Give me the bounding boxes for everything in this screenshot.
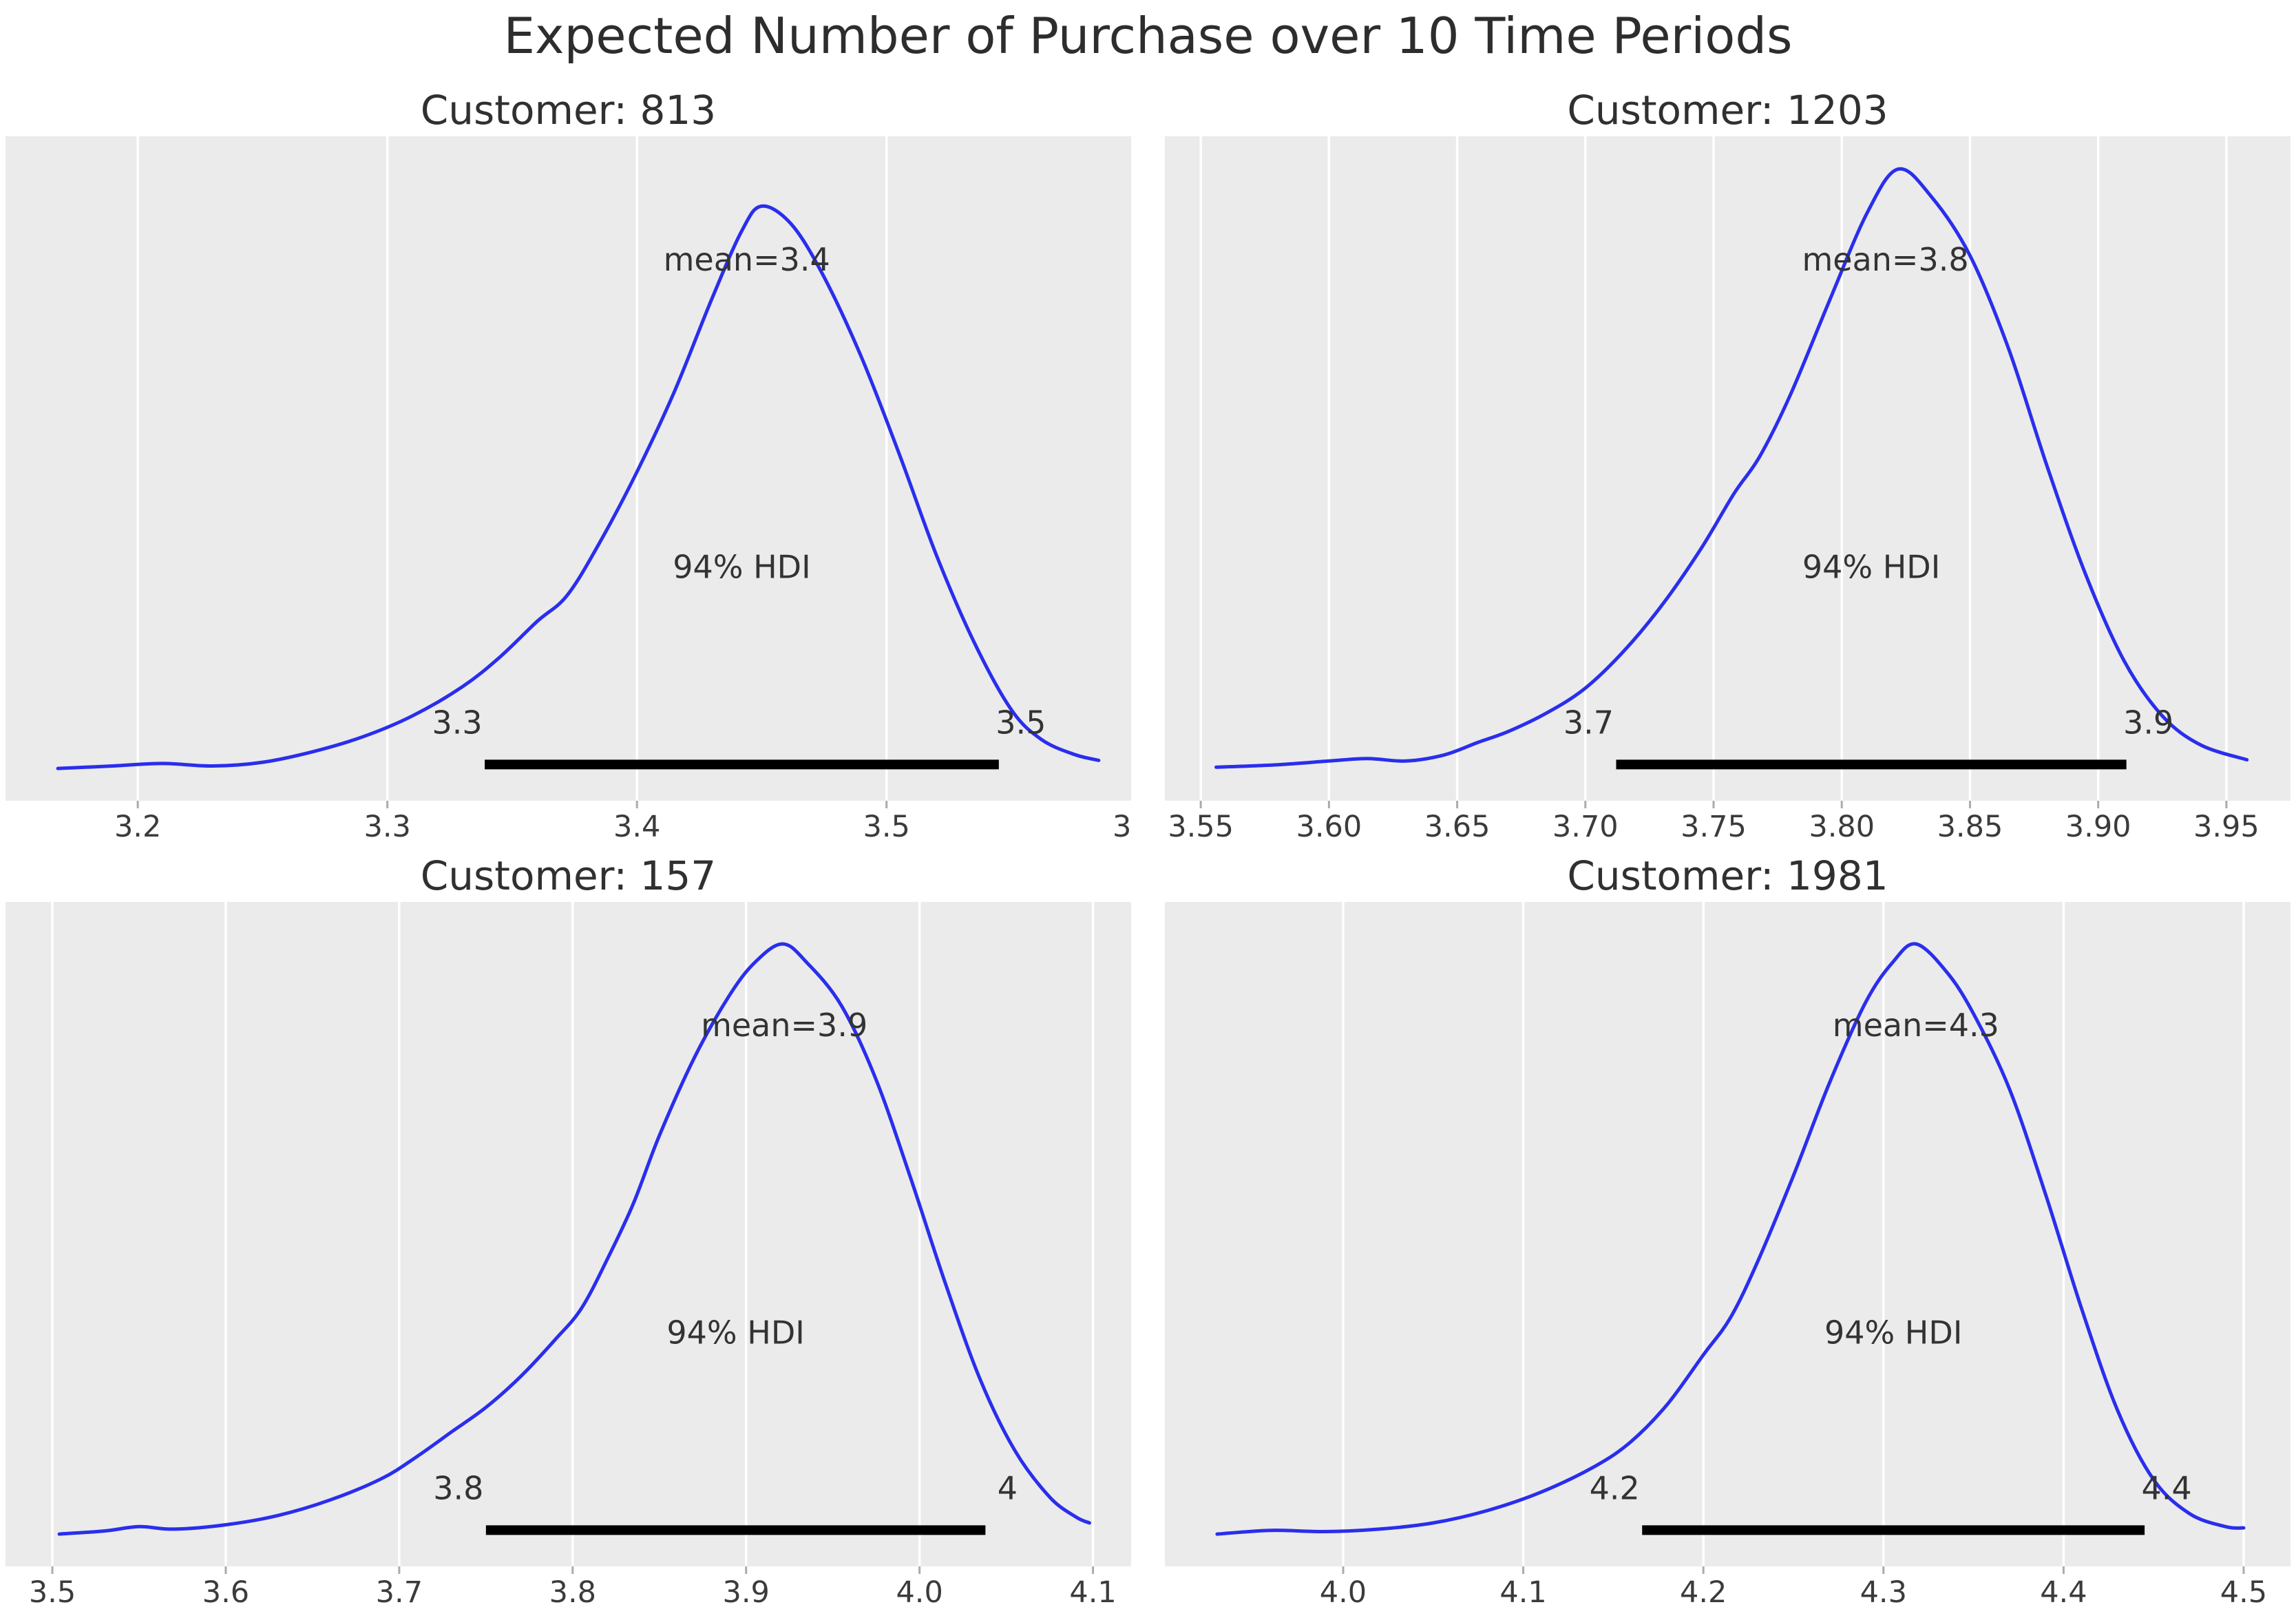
x-tick-label: 4.1 (1069, 1575, 1116, 1610)
subplot-customer-813: Customer: 813 3.2 3.3 3.4 3.5 3.6 3.3 3.5 94% H… (6, 77, 1159, 856)
x-tick-label: 3.7 (376, 1575, 423, 1610)
hdi-lower-label: 4.2 (1590, 1470, 1640, 1507)
hdi-probability-label: 94% HDI (1824, 1314, 1962, 1352)
x-tick-label: 3.55 (1168, 810, 1234, 844)
kde-curve (57, 942, 1091, 1536)
hdi-probability-label: 94% HDI (1802, 549, 1940, 586)
kde-chart: 3.2 3.3 3.4 3.5 3.6 3.3 3.5 94% HDI mean=3.4 (6, 136, 1159, 856)
kde-curve (1215, 942, 2246, 1536)
hdi-probability-label: 94% HDI (673, 549, 810, 586)
x-tick-label: 3.80 (1809, 810, 1875, 844)
subplot-title: Customer: 1203 (1567, 87, 1888, 134)
mean-label: mean=3.8 (1802, 241, 1968, 278)
x-tick-label: 3.75 (1681, 810, 1747, 844)
plot-background (6, 136, 1131, 801)
x-tick-label: 3.4 (613, 810, 660, 844)
x-tick-label: 3.85 (1937, 810, 2003, 844)
subplot-customer-1203: Customer: 1203 3.55 3.60 3.65 3.70 3.75 3.80 3… (1165, 77, 2290, 856)
hdi-upper-label: 4 (998, 1470, 1018, 1507)
mean-label: mean=3.4 (664, 241, 830, 278)
hdi-probability-label: 94% HDI (666, 1314, 804, 1352)
kde-plot-svg: 3.55 3.60 3.65 3.70 3.75 3.80 3.85 3.90 3.95 3.7 3… (1165, 136, 2290, 844)
x-tick-label: 3.8 (549, 1575, 596, 1610)
mean-label: mean=3.9 (701, 1007, 867, 1044)
kde-curve (56, 204, 1101, 770)
x-tick-label: 4.4 (2040, 1575, 2087, 1610)
x-tick-label: 3.70 (1552, 810, 1619, 844)
x-tick-label: 3.2 (114, 810, 161, 844)
kde-chart: 3.5 3.6 3.7 3.8 3.9 4.0 4.1 3.8 4 94% HDI mean=3.9 (6, 902, 1131, 1618)
x-tick-label: 3.5 (29, 1575, 76, 1610)
x-tick-label: 4.2 (1680, 1575, 1727, 1610)
kde-chart: 3.55 3.60 3.65 3.70 3.75 3.80 3.85 3.90 3.95 3.7 3… (1165, 136, 2290, 856)
kde-plot-svg: 3.2 3.3 3.4 3.5 3.6 3.3 3.5 94% HDI mean=3.4 (6, 136, 1159, 844)
plot-background (6, 902, 1131, 1566)
x-tick-label: 3.60 (1296, 810, 1362, 844)
subplot-title: Customer: 813 (420, 87, 717, 134)
kde-plot-svg: 3.5 3.6 3.7 3.8 3.9 4.0 4.1 3.8 4 94% HDI mean=3.9 (6, 902, 1131, 1610)
hdi-upper-label: 3.9 (2123, 704, 2173, 742)
x-tick-label: 3.5 (863, 810, 910, 844)
kde-curve (1214, 167, 2249, 769)
x-tick-label: 4.0 (1320, 1575, 1367, 1610)
subplot-customer-157: Customer: 157 3.5 3.6 3.7 3.8 3.9 4.0 4.1 3.8 4 9… (6, 843, 1131, 1618)
hdi-upper-label: 3.5 (996, 704, 1046, 742)
kde-plot-svg: 4.0 4.1 4.2 4.3 4.4 4.5 4.2 4.4 94% HDI mean=4.3 (1165, 902, 2290, 1610)
x-tick-label: 4.5 (2220, 1575, 2267, 1610)
x-tick-label: 3.95 (2193, 810, 2260, 844)
hdi-lower-label: 3.3 (432, 704, 482, 742)
x-tick-label: 4.1 (1499, 1575, 1546, 1610)
hdi-upper-label: 4.4 (2142, 1470, 2192, 1507)
x-tick-label: 3.3 (364, 810, 410, 844)
plot-background (1165, 902, 2290, 1566)
kde-chart: 4.0 4.1 4.2 4.3 4.4 4.5 4.2 4.4 94% HDI mean=4.3 (1165, 902, 2290, 1618)
subplot-title: Customer: 157 (420, 852, 717, 899)
subplot-title: Customer: 1981 (1567, 852, 1888, 899)
x-tick-label: 3.6 (1113, 810, 1131, 844)
x-tick-label: 3.6 (202, 1575, 249, 1610)
x-tick-label: 3.65 (1424, 810, 1491, 844)
x-tick-label: 3.90 (2065, 810, 2131, 844)
hdi-lower-label: 3.8 (433, 1470, 483, 1507)
hdi-lower-label: 3.7 (1563, 704, 1614, 742)
figure-title: Expected Number of Purchase over 10 Time… (503, 7, 1793, 65)
subplot-customer-1981: Customer: 1981 4.0 4.1 4.2 4.3 4.4 4.5 4.2 4.4 9… (1165, 843, 2290, 1618)
plot-background (1165, 136, 2290, 801)
x-tick-label: 4.0 (896, 1575, 942, 1610)
x-tick-label: 4.3 (1860, 1575, 1907, 1610)
x-tick-label: 3.9 (723, 1575, 770, 1610)
mean-label: mean=4.3 (1833, 1007, 1999, 1044)
